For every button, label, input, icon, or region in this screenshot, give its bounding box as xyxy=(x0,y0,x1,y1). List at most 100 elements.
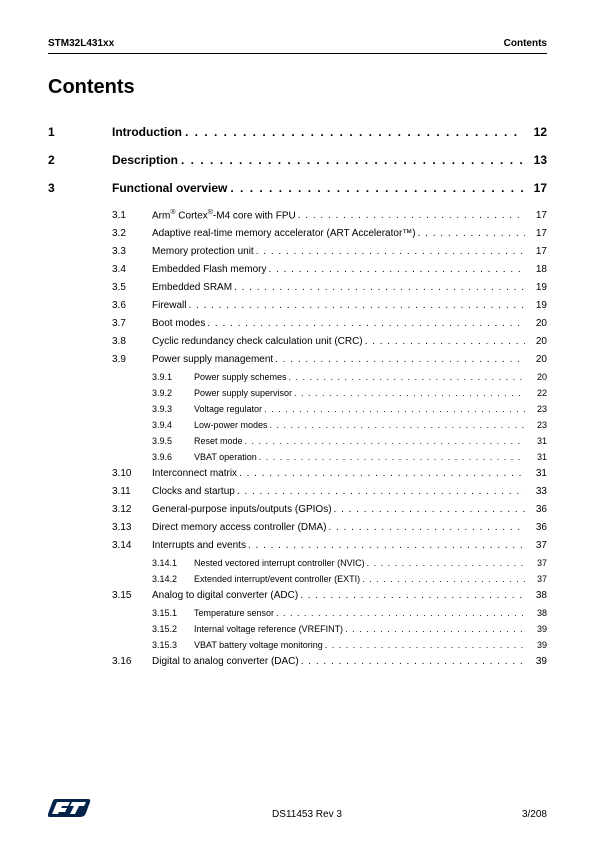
toc-page: 39 xyxy=(527,640,547,650)
toc-label: Adaptive real-time memory accelerator (A… xyxy=(152,228,416,239)
table-of-contents: 1Introduction . . . . . . . . . . . . . … xyxy=(48,125,547,667)
toc-page: 17 xyxy=(527,181,547,195)
toc-page: 20 xyxy=(527,354,547,365)
toc-page: 36 xyxy=(527,522,547,533)
toc-leader-dots: . . . . . . . . . . . . . . . . . . . . … xyxy=(185,125,524,139)
toc-leader-dots: . . . . . . . . . . . . . . . . . . . . … xyxy=(207,318,525,329)
toc-leader-dots: . . . . . . . . . . . . . . . . . . . . … xyxy=(362,574,525,584)
toc-label: Temperature sensor xyxy=(194,608,274,618)
toc-number: 3.9.6 xyxy=(152,452,194,462)
toc-leader-dots: . . . . . . . . . . . . . . . . . . . . … xyxy=(334,504,525,515)
toc-label: Power supply supervisor xyxy=(194,388,292,398)
toc-label: Embedded SRAM xyxy=(152,282,232,293)
toc-leader-dots: . . . . . . . . . . . . . . . . . . . . … xyxy=(181,153,524,167)
page-title: Contents xyxy=(48,76,547,99)
toc-label: Digital to analog converter (DAC) xyxy=(152,656,299,667)
toc-label: Description xyxy=(112,153,178,167)
toc-label: Voltage regulator xyxy=(194,404,262,414)
toc-entry: 3.8Cyclic redundancy check calculation u… xyxy=(48,336,547,347)
toc-page: 37 xyxy=(527,558,547,568)
toc-entry: 3.9Power supply management . . . . . . .… xyxy=(48,354,547,365)
toc-page: 36 xyxy=(527,504,547,515)
footer-page-number: 3/208 xyxy=(522,809,547,820)
toc-leader-dots: . . . . . . . . . . . . . . . . . . . . … xyxy=(289,372,525,382)
toc-label: Functional overview xyxy=(112,181,227,195)
toc-entry: 3.3Memory protection unit . . . . . . . … xyxy=(48,246,547,257)
toc-entry: 3.6Firewall . . . . . . . . . . . . . . … xyxy=(48,300,547,311)
toc-label: Internal voltage reference (VREFINT) xyxy=(194,624,343,634)
toc-label: Boot modes xyxy=(152,318,205,329)
toc-page: 12 xyxy=(527,125,547,139)
toc-page: 38 xyxy=(527,608,547,618)
toc-number: 3.9 xyxy=(112,354,152,365)
toc-entry: 3.14.1Nested vectored interrupt controll… xyxy=(48,558,547,568)
toc-number: 3.9.2 xyxy=(152,388,194,398)
toc-leader-dots: . . . . . . . . . . . . . . . . . . . . … xyxy=(230,181,524,195)
toc-leader-dots: . . . . . . . . . . . . . . . . . . . . … xyxy=(234,282,525,293)
toc-entry: 3.2Adaptive real-time memory accelerator… xyxy=(48,228,547,239)
toc-page: 19 xyxy=(527,282,547,293)
toc-number: 3.8 xyxy=(112,336,152,347)
toc-label: Arm® Cortex®-M4 core with FPU xyxy=(152,209,296,221)
footer-center: DS11453 Rev 3 xyxy=(92,809,522,820)
toc-entry: 3.15.3VBAT battery voltage monitoring . … xyxy=(48,640,547,650)
toc-label: VBAT operation xyxy=(194,452,257,462)
toc-leader-dots: . . . . . . . . . . . . . . . . . . . . … xyxy=(418,228,525,239)
toc-entry: 3.15.1Temperature sensor . . . . . . . .… xyxy=(48,608,547,618)
header-left: STM32L431xx xyxy=(48,38,114,49)
toc-page: 38 xyxy=(527,590,547,601)
toc-number: 3.6 xyxy=(112,300,152,311)
toc-leader-dots: . . . . . . . . . . . . . . . . . . . . … xyxy=(239,468,525,479)
toc-page: 31 xyxy=(527,436,547,446)
toc-label: Interrupts and events xyxy=(152,540,246,551)
toc-leader-dots: . . . . . . . . . . . . . . . . . . . . … xyxy=(294,388,525,398)
toc-leader-dots: . . . . . . . . . . . . . . . . . . . . … xyxy=(298,210,525,221)
toc-label: VBAT battery voltage monitoring xyxy=(194,640,323,650)
toc-entry: 2Description . . . . . . . . . . . . . .… xyxy=(48,153,547,167)
page-header: STM32L431xx Contents xyxy=(48,38,547,54)
toc-entry: 3.12General-purpose inputs/outputs (GPIO… xyxy=(48,504,547,515)
toc-label: General-purpose inputs/outputs (GPIOs) xyxy=(152,504,332,515)
toc-number: 2 xyxy=(48,153,112,167)
toc-number: 3.15.2 xyxy=(152,624,194,634)
toc-entry: 3.4Embedded Flash memory . . . . . . . .… xyxy=(48,264,547,275)
toc-leader-dots: . . . . . . . . . . . . . . . . . . . . … xyxy=(237,486,525,497)
toc-page: 19 xyxy=(527,300,547,311)
toc-number: 3.9.3 xyxy=(152,404,194,414)
page-footer: DS11453 Rev 3 3/208 xyxy=(48,796,547,820)
toc-label: Clocks and startup xyxy=(152,486,235,497)
toc-label: Low-power modes xyxy=(194,420,268,430)
toc-page: 20 xyxy=(527,318,547,329)
toc-leader-dots: . . . . . . . . . . . . . . . . . . . . … xyxy=(275,354,525,365)
toc-page: 23 xyxy=(527,404,547,414)
toc-page: 20 xyxy=(527,372,547,382)
toc-label: Firewall xyxy=(152,300,186,311)
toc-entry: 3.9.5Reset mode . . . . . . . . . . . . … xyxy=(48,436,547,446)
toc-entry: 1Introduction . . . . . . . . . . . . . … xyxy=(48,125,547,139)
toc-page: 37 xyxy=(527,540,547,551)
toc-label: Embedded Flash memory xyxy=(152,264,267,275)
toc-leader-dots: . . . . . . . . . . . . . . . . . . . . … xyxy=(245,436,525,446)
toc-number: 3.1 xyxy=(112,210,152,221)
toc-entry: 3Functional overview . . . . . . . . . .… xyxy=(48,181,547,195)
toc-number: 3.9.5 xyxy=(152,436,194,446)
toc-label: Direct memory access controller (DMA) xyxy=(152,522,326,533)
toc-number: 3.15 xyxy=(112,590,152,601)
toc-number: 3.14.1 xyxy=(152,558,194,568)
toc-leader-dots: . . . . . . . . . . . . . . . . . . . . … xyxy=(365,336,525,347)
toc-page: 17 xyxy=(527,210,547,221)
toc-entry: 3.1Arm® Cortex®-M4 core with FPU . . . .… xyxy=(48,209,547,221)
toc-number: 3.14.2 xyxy=(152,574,194,584)
toc-label: Extended interrupt/event controller (EXT… xyxy=(194,574,360,584)
toc-page: 13 xyxy=(527,153,547,167)
toc-page: 33 xyxy=(527,486,547,497)
toc-number: 3.15.1 xyxy=(152,608,194,618)
toc-number: 3.16 xyxy=(112,656,152,667)
toc-entry: 3.16Digital to analog converter (DAC) . … xyxy=(48,656,547,667)
toc-entry: 3.11Clocks and startup . . . . . . . . .… xyxy=(48,486,547,497)
toc-page: 23 xyxy=(527,420,547,430)
toc-number: 3.4 xyxy=(112,264,152,275)
toc-entry: 3.14.2Extended interrupt/event controlle… xyxy=(48,574,547,584)
toc-label: Nested vectored interrupt controller (NV… xyxy=(194,558,365,568)
toc-page: 17 xyxy=(527,228,547,239)
